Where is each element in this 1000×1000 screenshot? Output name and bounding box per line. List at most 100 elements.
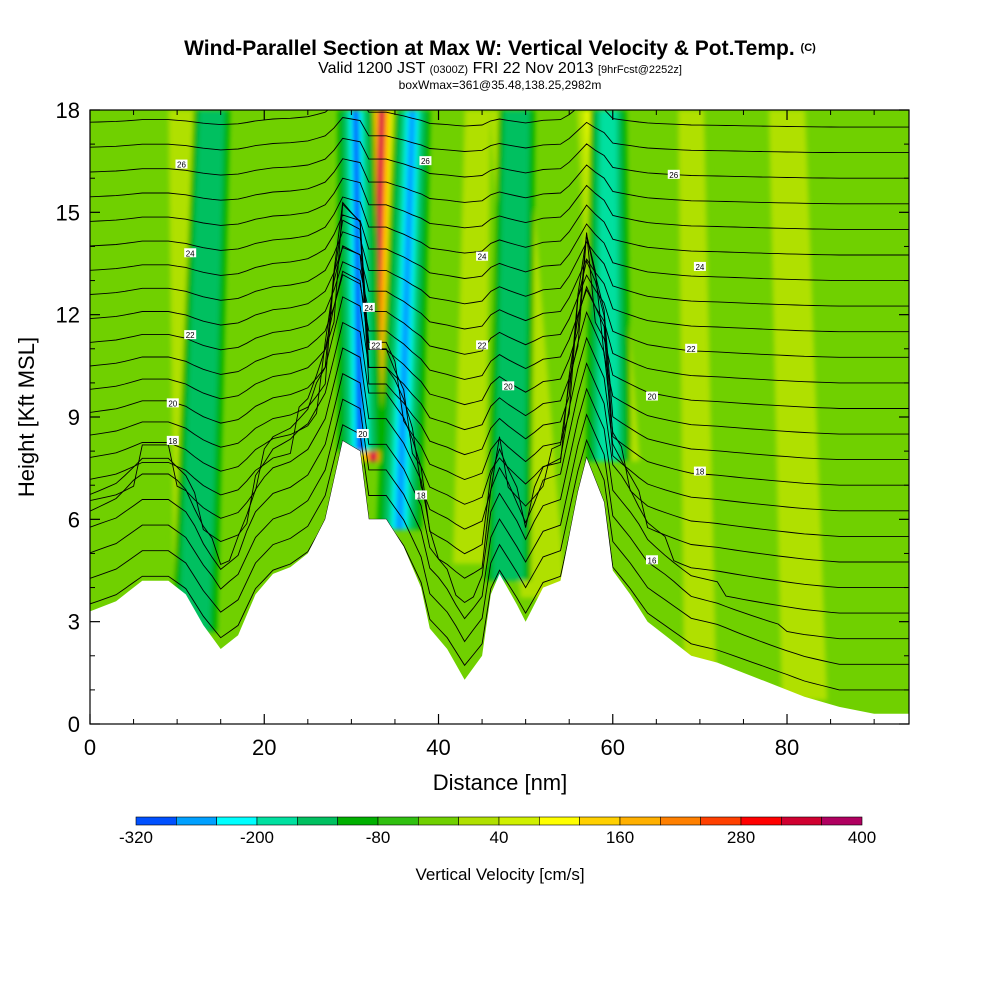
- isentrope-label-text: 26: [421, 157, 430, 166]
- isentrope-label-bg: [685, 343, 698, 353]
- isentrope-label-text: 24: [364, 304, 373, 313]
- isentrope-label-text: 18: [695, 468, 704, 477]
- isentrope-line: [90, 74, 909, 101]
- isentrope-line: [90, 219, 909, 461]
- isentrope-line: [90, 201, 909, 435]
- colorbar-swatch: [619, 816, 661, 826]
- x-tick-label: 40: [426, 735, 450, 760]
- chart-title: Wind-Parallel Section at Max W: Vertical…: [0, 37, 1000, 61]
- isentrope-label-text: 20: [504, 382, 513, 391]
- downdraft-band: [353, 110, 363, 452]
- isentrope-label-bg: [356, 429, 369, 439]
- isentrope-label-text: 24: [186, 249, 195, 258]
- isentrope-label-text: 18: [417, 491, 426, 500]
- isentrope-label-text: 20: [168, 399, 177, 408]
- isentrope-label: 26: [667, 169, 680, 180]
- isentrope-label-text: 24: [695, 263, 704, 272]
- valid-time: Valid 1200 JST: [318, 60, 426, 77]
- isentrope-label-bg: [667, 169, 680, 179]
- colorbar-tick-label: 160: [606, 828, 634, 847]
- isentrope-label-bg: [693, 261, 706, 271]
- y-tick-label: 6: [68, 507, 80, 532]
- y-tick-label: 12: [56, 303, 80, 328]
- velocity-field: [163, 110, 828, 701]
- isentrope-line: [90, 347, 909, 589]
- isentrope-label: 24: [184, 248, 197, 258]
- isentrope-label: 20: [645, 391, 658, 402]
- isentrope-label: 22: [685, 343, 698, 354]
- updraft-band: [678, 110, 716, 667]
- isentrope-label: 16: [645, 555, 658, 565]
- isentrope-label: 18: [693, 466, 706, 477]
- isentrope-label: 22: [476, 340, 489, 350]
- colorbar-swatch: [579, 816, 621, 826]
- y-tick-label: 0: [68, 712, 80, 737]
- isentrope-label-text: 24: [478, 253, 487, 262]
- isentrope-label-text: 26: [669, 171, 678, 180]
- colorbar-swatch: [821, 816, 863, 826]
- isentrope-line: [90, 117, 909, 154]
- isentrope-label-text: 20: [648, 393, 657, 402]
- isentrope-label-bg: [184, 330, 197, 340]
- isentrope-line: [90, 261, 909, 358]
- valid-date: FRI 22 Nov 2013: [472, 60, 594, 77]
- isentrope-label-bg: [419, 156, 432, 166]
- isentrope-label: 22: [184, 330, 197, 340]
- isentrope-label: 18: [415, 490, 428, 500]
- isentrope-line: [90, 398, 909, 640]
- colorbar-swatch: [660, 816, 701, 826]
- isentrope-label: 24: [362, 302, 375, 313]
- colorbar-swatch: [297, 816, 338, 826]
- isentrope-line: [90, 270, 909, 512]
- colorbar-swatch: [135, 816, 177, 826]
- plot-area: 26 24 22 20 18 26 24 22 20 24 22 20 18 26 24 22 20 18 16: [90, 74, 909, 724]
- colorbar-swatch: [216, 816, 258, 826]
- updraft-band: [768, 110, 828, 701]
- colorbar-swatch: [256, 816, 298, 826]
- isentrope-label-bg: [645, 391, 658, 401]
- valid-utc: (0300Z): [429, 64, 469, 76]
- isentrope-label-bg: [184, 248, 197, 258]
- colorbar: -320 -200 -80 40 160 280 400: [119, 816, 876, 847]
- colorbar-swatch: [498, 816, 540, 826]
- colorbar-swatch: [781, 816, 822, 826]
- isentrope-line: [90, 274, 909, 384]
- colorbar-swatch: [418, 816, 459, 826]
- downdraft-band: [597, 110, 619, 462]
- isentrope-line: [90, 196, 909, 256]
- isentrope-line: [90, 110, 909, 128]
- colorbar-tick-label: -320: [119, 828, 153, 847]
- isentrope-label-bg: [476, 251, 489, 261]
- box-info: boxWmax=361@35.48,138.25,2982m: [398, 78, 602, 92]
- y-axis-label: Height [Kft MSL]: [14, 337, 39, 497]
- isentrope-line: [90, 321, 909, 563]
- isentrope-label-bg: [362, 302, 375, 312]
- axes: 0 20 40 60 80 0 3 6 9 12 15 18: [56, 98, 909, 760]
- isentrope-line: [90, 203, 909, 409]
- isentrope-label: 24: [693, 261, 706, 272]
- isentrope-label-bg: [369, 340, 382, 350]
- isentrope-line: [90, 177, 909, 230]
- isentrope-label-bg: [502, 381, 515, 391]
- isentrope-line: [90, 214, 909, 282]
- forecast-info: [9hrFcst@2252z]: [597, 64, 682, 76]
- colorbar-tick-label: 400: [848, 828, 876, 847]
- copyright-mark: (C): [800, 42, 816, 54]
- colorbar-swatch: [700, 816, 742, 826]
- colorbar-swatch: [740, 816, 782, 826]
- isentrope-line: [90, 245, 909, 486]
- isentrope-label-text: 22: [371, 341, 380, 350]
- x-tick-label: 20: [252, 735, 276, 760]
- isentrope-label-bg: [175, 159, 188, 169]
- y-tick-label: 3: [68, 610, 80, 635]
- isentrope-line: [90, 296, 909, 537]
- downdraft-band: [492, 110, 530, 581]
- isentrope-line: [90, 137, 909, 179]
- downdraft-band: [178, 110, 225, 632]
- isentrope-label-bg: [645, 555, 658, 565]
- isentrope-line: [90, 440, 909, 691]
- isentrope-label-text: 20: [358, 430, 367, 439]
- x-tick-label: 60: [601, 735, 625, 760]
- x-tick-label: 80: [775, 735, 799, 760]
